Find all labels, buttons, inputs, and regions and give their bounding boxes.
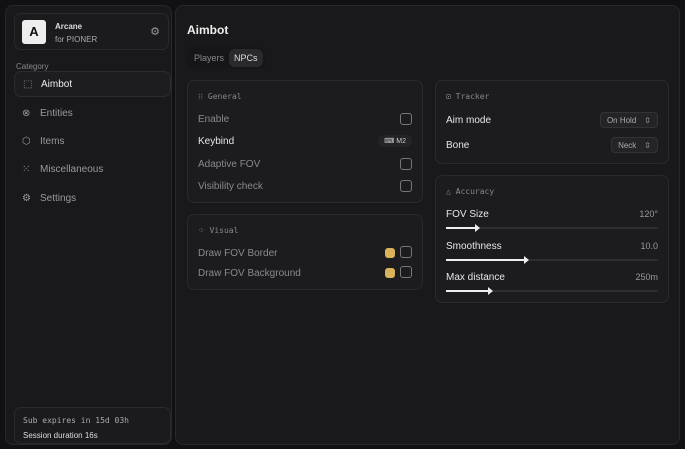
- bone-row: Bone Neck ⇳: [446, 137, 658, 153]
- keybind-value: M2: [396, 138, 406, 145]
- max-distance-value: 250m: [635, 272, 658, 282]
- fov-size-row: FOV Size 120°: [446, 206, 658, 222]
- main-panel: Aimbot Players NPCs ⁝⁝ General Enable Ke…: [175, 5, 680, 445]
- bone-label: Bone: [446, 139, 470, 151]
- keybind-row: Keybind ⌨ M2: [198, 133, 412, 149]
- smoothness-slider[interactable]: [446, 256, 658, 264]
- general-card: ⁝⁝ General Enable Keybind ⌨ M2 Adaptive F…: [187, 80, 423, 203]
- bone-select[interactable]: Neck ⇳: [611, 137, 658, 153]
- category-label: Category: [16, 62, 49, 71]
- smoothness-value: 10.0: [640, 241, 658, 251]
- visual-header: ⁘ Visual: [198, 226, 238, 235]
- sidebar-item-label: Aimbot: [41, 78, 73, 90]
- sidebar-item-label: Entities: [40, 107, 73, 119]
- fov-background-label: Draw FOV Background: [198, 267, 301, 279]
- adaptive-fov-row: Adaptive FOV: [198, 156, 412, 172]
- visual-icon: ⁘: [198, 226, 210, 235]
- accuracy-header: △ Accuracy: [446, 187, 494, 196]
- fov-background-checkbox[interactable]: [400, 265, 412, 278]
- smoothness-row: Smoothness 10.0: [446, 238, 658, 254]
- warning-triangle-icon: △: [446, 187, 456, 196]
- slider-thumb[interactable]: [523, 256, 529, 264]
- sidebar-item-settings[interactable]: ⚙ Settings: [14, 185, 171, 211]
- slider-thumb[interactable]: [487, 287, 493, 295]
- tab-npcs[interactable]: NPCs: [229, 49, 263, 67]
- adaptive-fov-label: Adaptive FOV: [198, 158, 261, 170]
- keybind-button[interactable]: ⌨ M2: [378, 135, 412, 147]
- tracker-card: ⊡ Tracker Aim mode On Hold ⇳ Bone Neck ⇳: [435, 80, 669, 164]
- fov-border-label: Draw FOV Border: [198, 247, 278, 259]
- sidebar-item-aimbot[interactable]: ⬚ Aimbot: [14, 71, 171, 97]
- select-icon: ⇳: [644, 140, 651, 150]
- fov-border-row: Draw FOV Border: [198, 245, 412, 261]
- fov-border-color-swatch[interactable]: [385, 247, 395, 258]
- entities-icon: ⊗: [22, 107, 31, 119]
- sidebar-item-items[interactable]: ⬡ Items: [14, 128, 171, 154]
- fov-size-label: FOV Size: [446, 208, 489, 220]
- enable-checkbox[interactable]: [400, 113, 412, 125]
- settings-gear-icon[interactable]: ⚙: [150, 26, 160, 38]
- aim-mode-label: Aim mode: [446, 114, 492, 126]
- max-distance-label: Max distance: [446, 271, 505, 283]
- sidebar-item-label: Items: [40, 135, 65, 147]
- page-title: Aimbot: [187, 23, 229, 37]
- tab-players[interactable]: Players: [194, 53, 225, 63]
- visibility-check-row: Visibility check: [198, 178, 412, 194]
- slider-thumb[interactable]: [474, 224, 480, 232]
- subscription-expiry: Sub expires in 15d 03h: [23, 416, 129, 425]
- smoothness-label: Smoothness: [446, 240, 502, 252]
- sidebar-item-entities[interactable]: ⊗ Entities: [14, 100, 171, 126]
- aim-mode-row: Aim mode On Hold ⇳: [446, 112, 658, 128]
- aim-mode-select[interactable]: On Hold ⇳: [599, 112, 658, 128]
- keybind-label: Keybind: [198, 135, 235, 147]
- keyboard-icon: ⌨: [384, 138, 397, 145]
- general-icon: ⁝⁝: [198, 92, 208, 101]
- sidebar: A Arcane for PIONER ⚙ Category ⬚ Aimbot ⊗…: [5, 5, 172, 445]
- fov-size-slider[interactable]: [446, 224, 658, 232]
- fov-border-checkbox[interactable]: [400, 245, 412, 258]
- slider-fill: [446, 259, 527, 261]
- grid-icon: ⁙: [22, 163, 31, 175]
- brand-subtitle: for PIONER: [55, 35, 98, 44]
- visual-card: ⁘ Visual Draw FOV Border Draw FOV Backgr…: [187, 214, 423, 290]
- fov-background-row: Draw FOV Background: [198, 265, 412, 281]
- sidebar-item-miscellaneous[interactable]: ⁙ Miscellaneous: [14, 156, 171, 182]
- fov-background-color-swatch[interactable]: [385, 267, 395, 278]
- general-title: General: [207, 92, 242, 101]
- max-distance-row: Max distance 250m: [446, 269, 658, 285]
- visual-title: Visual: [209, 226, 239, 235]
- visibility-check-label: Visibility check: [198, 180, 263, 192]
- select-icon: ⇳: [644, 115, 651, 125]
- slider-fill: [446, 290, 491, 292]
- enable-row: Enable: [198, 111, 412, 127]
- enable-label: Enable: [198, 113, 230, 125]
- accuracy-title: Accuracy: [455, 187, 495, 196]
- tracker-icon: ⊡: [446, 92, 456, 101]
- logo: A: [22, 20, 46, 44]
- tab-bar: Players NPCs: [187, 47, 265, 69]
- accuracy-card: △ Accuracy FOV Size 120° Smoothness 10.0 M…: [435, 175, 669, 303]
- general-header: ⁝⁝ General: [198, 92, 242, 101]
- cube-icon: ⬡: [22, 135, 31, 147]
- tracker-title: Tracker: [455, 92, 490, 101]
- subscription-card: Sub expires in 15d 03h Session duration …: [14, 407, 171, 444]
- sidebar-item-label: Settings: [40, 192, 77, 204]
- sidebar-item-label: Miscellaneous: [40, 163, 104, 175]
- max-distance-slider[interactable]: [446, 287, 658, 295]
- visibility-check-checkbox[interactable]: [400, 180, 412, 192]
- adaptive-fov-checkbox[interactable]: [400, 158, 412, 170]
- bone-value: Neck: [618, 140, 637, 150]
- crosshair-icon: ⬚: [23, 78, 33, 90]
- brand-card: A Arcane for PIONER ⚙: [14, 13, 169, 50]
- brand-name: Arcane: [55, 22, 83, 31]
- tracker-header: ⊡ Tracker: [446, 92, 489, 101]
- slider-fill: [446, 227, 478, 229]
- fov-size-value: 120°: [639, 209, 658, 219]
- session-duration: Session duration 16s: [23, 431, 98, 440]
- gear-icon: ⚙: [22, 192, 31, 204]
- aim-mode-value: On Hold: [606, 115, 637, 125]
